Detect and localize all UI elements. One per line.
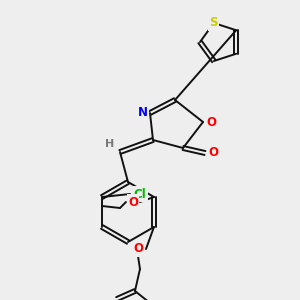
Text: Cl: Cl [134, 188, 146, 200]
Text: O: O [133, 242, 143, 256]
Text: O: O [206, 116, 216, 128]
Text: N: N [138, 106, 148, 119]
Text: H: H [105, 139, 115, 149]
Text: O: O [128, 196, 138, 208]
Text: S: S [210, 16, 218, 29]
Text: O: O [208, 146, 218, 160]
